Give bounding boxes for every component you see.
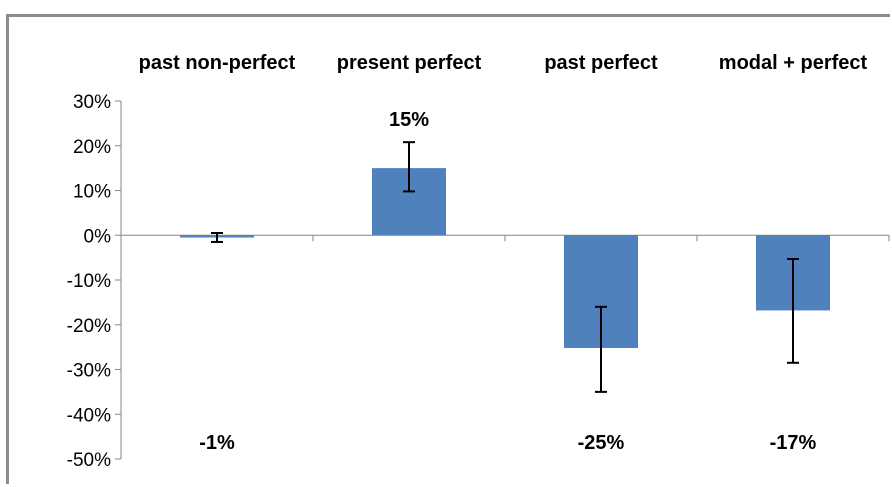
- y-tick-label: -20%: [67, 316, 111, 337]
- y-tick-label: -40%: [67, 405, 111, 426]
- category-label: modal + perfect: [719, 52, 868, 74]
- data-label: -25%: [578, 432, 625, 454]
- y-tick-label: -10%: [67, 271, 111, 292]
- category-label: present perfect: [337, 52, 482, 74]
- y-tick-label: -50%: [67, 450, 111, 471]
- data-label: -1%: [199, 432, 235, 454]
- chart-frame: 30% 20% 10% 0% -10% -20% -30% -40% -50% past non-…: [6, 14, 890, 484]
- bar-chart: 30% 20% 10% 0% -10% -20% -30% -40% -50% past non-…: [67, 52, 890, 471]
- y-tick-label: 30%: [73, 92, 111, 113]
- data-label: -17%: [770, 432, 817, 454]
- y-tick-label: 20%: [73, 137, 111, 158]
- category-label: past non-perfect: [139, 52, 296, 74]
- y-tick-label: -30%: [67, 361, 111, 382]
- y-tick-label: 0%: [84, 226, 112, 247]
- data-label: 15%: [389, 109, 429, 131]
- category-label: past perfect: [544, 52, 658, 74]
- y-tick-label: 10%: [73, 182, 111, 203]
